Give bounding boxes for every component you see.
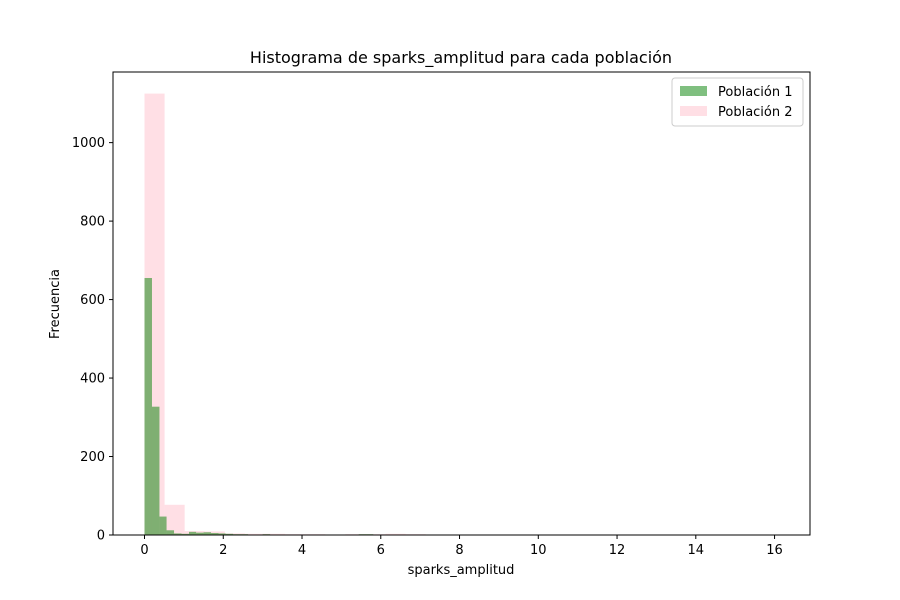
legend-label-poblacion-2: Población 2	[718, 105, 793, 120]
histogram-bar-series-2-bin-7	[265, 533, 286, 535]
x-tick-label-14: 14	[688, 543, 705, 558]
x-tick-label-12: 12	[609, 543, 626, 558]
histogram-bar-series-1-bin-5	[174, 533, 182, 535]
legend-swatch-poblacion-1	[680, 86, 707, 96]
y-axis-label: Frecuencia	[48, 269, 63, 339]
histogram-bar-series-2-bin-5	[224, 533, 245, 535]
y-tick-label-400: 400	[80, 372, 105, 387]
y-tick-label-600: 600	[80, 293, 105, 308]
y-tick-label-0: 0	[97, 529, 105, 544]
y-tick-label-1000: 1000	[72, 136, 105, 151]
histogram-bar-series-1-bin-10	[211, 533, 219, 535]
y-axis-ticks: 0 200 400 600 800 1000	[72, 136, 113, 544]
x-tick-label-10: 10	[530, 543, 547, 558]
x-tick-label-6: 6	[377, 543, 385, 558]
histogram-bar-series-2-bin-2	[164, 504, 185, 535]
x-tick-label-0: 0	[140, 543, 148, 558]
bars-layer	[144, 93, 788, 535]
chart-title: Histograma de sparks_amplitud para cada …	[250, 48, 672, 68]
histogram-bar-series-1-bin-9	[203, 532, 212, 535]
legend-label-poblacion-1: Población 1	[718, 85, 793, 100]
x-axis-ticks: 0 2 4 6 8 10 12 14 16	[140, 535, 783, 558]
histogram-bar-series-1-bin-3	[159, 516, 167, 535]
histogram-bar-series-1-bin-1	[144, 278, 152, 535]
legend-swatch-poblacion-2	[680, 106, 707, 116]
histogram-bar-series-1-bin-7	[189, 531, 197, 535]
x-axis-label: sparks_amplitud	[408, 563, 515, 578]
x-tick-label-16: 16	[766, 543, 783, 558]
y-tick-label-800: 800	[80, 215, 105, 230]
x-tick-label-8: 8	[455, 543, 463, 558]
x-tick-label-2: 2	[219, 543, 227, 558]
x-tick-label-4: 4	[298, 543, 306, 558]
histogram-bar-series-1-bin-6	[181, 533, 189, 535]
histogram-bar-series-1-bin-8	[196, 532, 204, 535]
histogram-bar-series-1-bin-12	[225, 533, 234, 535]
histogram-bar-series-2-bin-6	[244, 533, 265, 535]
y-tick-label-200: 200	[80, 450, 105, 465]
legend: Población 1 Población 2	[671, 77, 804, 127]
histogram-bar-series-1-bin-4	[166, 530, 175, 535]
histogram-bar-series-1-bin-11	[218, 533, 226, 535]
histogram-bar-series-2-bin-13	[385, 533, 406, 535]
histogram-bar-series-1-bin-2	[151, 406, 160, 535]
plot-frame	[112, 71, 811, 536]
